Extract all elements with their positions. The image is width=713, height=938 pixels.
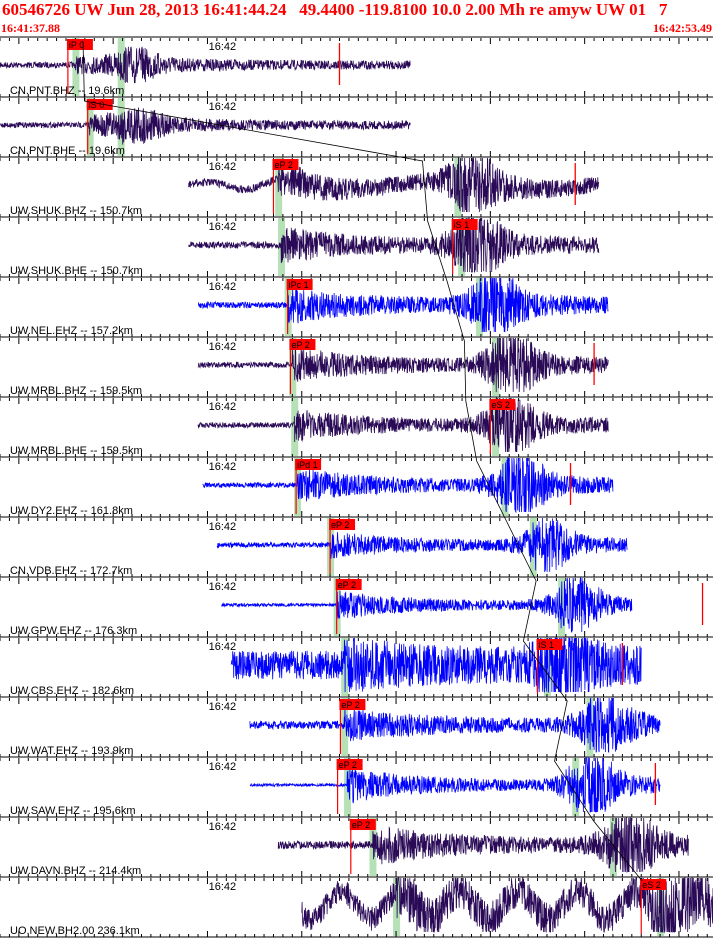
- time-tick-label: 16:42: [209, 581, 237, 593]
- pick-label: iPd 1: [297, 460, 318, 470]
- waveform-trace: [249, 697, 661, 753]
- pick-flag: [489, 399, 516, 410]
- pick-flag: [336, 759, 363, 770]
- pick-flag: [339, 699, 366, 710]
- pick-label: iPc 1: [289, 280, 309, 290]
- pick-flag: [640, 879, 667, 890]
- waveform-trace: [216, 517, 628, 573]
- end-time-label: 16:42:53.49: [653, 21, 712, 35]
- time-tick-label: 16:42: [209, 41, 237, 53]
- waveform-trace: [230, 637, 642, 693]
- time-tick-label: 16:42: [209, 101, 237, 113]
- pick-flag: [329, 519, 356, 530]
- pick-label: eS 2: [491, 400, 510, 410]
- pick-flag: [286, 279, 313, 290]
- station-label: UW.GPW.EHZ -- 176.3km: [10, 625, 137, 637]
- waveform-trace: [301, 877, 713, 934]
- waveform-trace: [0, 46, 411, 84]
- pick-flag: [289, 339, 316, 350]
- pick-label: eP 2: [339, 760, 357, 770]
- pick-flag: [335, 579, 362, 590]
- p-window: [289, 338, 297, 396]
- pick-label: eP 2: [352, 820, 370, 830]
- pick-flag: [451, 219, 478, 230]
- predicted-phase-curve: [82, 40, 643, 882]
- time-tick-label: 16:42: [209, 221, 237, 233]
- station-label: UW.MRBL.BHZ -- 159.5km: [10, 385, 142, 397]
- waveform-trace: [188, 217, 600, 273]
- waveform-trace: [221, 576, 633, 633]
- pick-label: iP 0: [69, 40, 84, 50]
- pick-flag: [295, 459, 322, 470]
- station-label: CN.PNT.BHE -- 19.6km: [10, 145, 125, 157]
- start-time-label: 16:41:37.88: [1, 21, 60, 35]
- time-tick-label: 16:42: [209, 401, 237, 413]
- station-label: UW.DAVN.BHZ -- 214.4km: [10, 865, 141, 877]
- time-tick-label: 16:42: [209, 281, 237, 293]
- waveform-trace: [198, 277, 609, 333]
- station-label: UW.SAW.EHZ -- 195.6km: [10, 805, 136, 817]
- time-tick-label: 16:42: [209, 161, 237, 173]
- pick-flag: [66, 39, 93, 50]
- p-window: [393, 878, 401, 936]
- event-header: 60546726 UW Jun 28, 2013 16:41:44.24 49.…: [2, 0, 668, 19]
- waveform-trace: [197, 396, 609, 453]
- waveform-trace: [202, 457, 614, 513]
- time-tick-label: 16:42: [209, 341, 237, 353]
- time-tick-label: 16:42: [209, 701, 237, 713]
- pick-flag: [272, 159, 299, 170]
- pick-label: eP 2: [338, 580, 356, 590]
- pick-label: eP 2: [331, 520, 349, 530]
- station-label: CN.PNT.BHZ -- 19.6km: [10, 85, 124, 97]
- station-label: UW.NEL.EHZ -- 157.2km: [10, 325, 133, 337]
- station-label: UW.SHUK.BHE -- 150.7km: [10, 265, 143, 277]
- pick-label: iS 1: [454, 220, 470, 230]
- waveform-trace: [0, 107, 411, 145]
- pick-label: eP 2: [291, 340, 309, 350]
- pick-label: eP 2: [341, 700, 359, 710]
- waveform-trace: [197, 337, 609, 393]
- station-label: UO.NEW.BH2.00 236.1km: [10, 925, 140, 937]
- station-label: UW.WAT.EHZ -- 193.9km: [10, 745, 133, 757]
- time-tick-label: 16:42: [209, 821, 237, 833]
- waveform-trace: [188, 157, 600, 213]
- pick-label: eS 2: [642, 880, 661, 890]
- station-label: UW.MRBL.BHE -- 159.5km: [10, 445, 143, 457]
- station-label: CN.VDB.EHZ -- 172.7km: [10, 565, 132, 577]
- station-label: UW.CBS.EHZ -- 182.6km: [10, 685, 134, 697]
- time-tick-label: 16:42: [209, 461, 237, 473]
- station-label: UW.SHUK.BHZ -- 150.7km: [10, 205, 142, 217]
- time-tick-label: 16:42: [209, 641, 237, 653]
- waveform-trace: [277, 817, 689, 873]
- pick-label: iS 0: [89, 100, 105, 110]
- station-label: UW.DY2.EHZ -- 161.8km: [10, 505, 133, 517]
- time-tick-label: 16:42: [209, 521, 237, 533]
- waveform-trace: [249, 757, 661, 813]
- pick-label: eP 2: [274, 160, 292, 170]
- pick-flag: [536, 639, 563, 650]
- pick-label: iS 1: [539, 640, 555, 650]
- pick-flag: [86, 99, 113, 110]
- pick-flag: [349, 819, 376, 830]
- time-tick-label: 16:42: [209, 761, 237, 773]
- p-window: [294, 458, 302, 516]
- time-tick-label: 16:42: [209, 881, 237, 893]
